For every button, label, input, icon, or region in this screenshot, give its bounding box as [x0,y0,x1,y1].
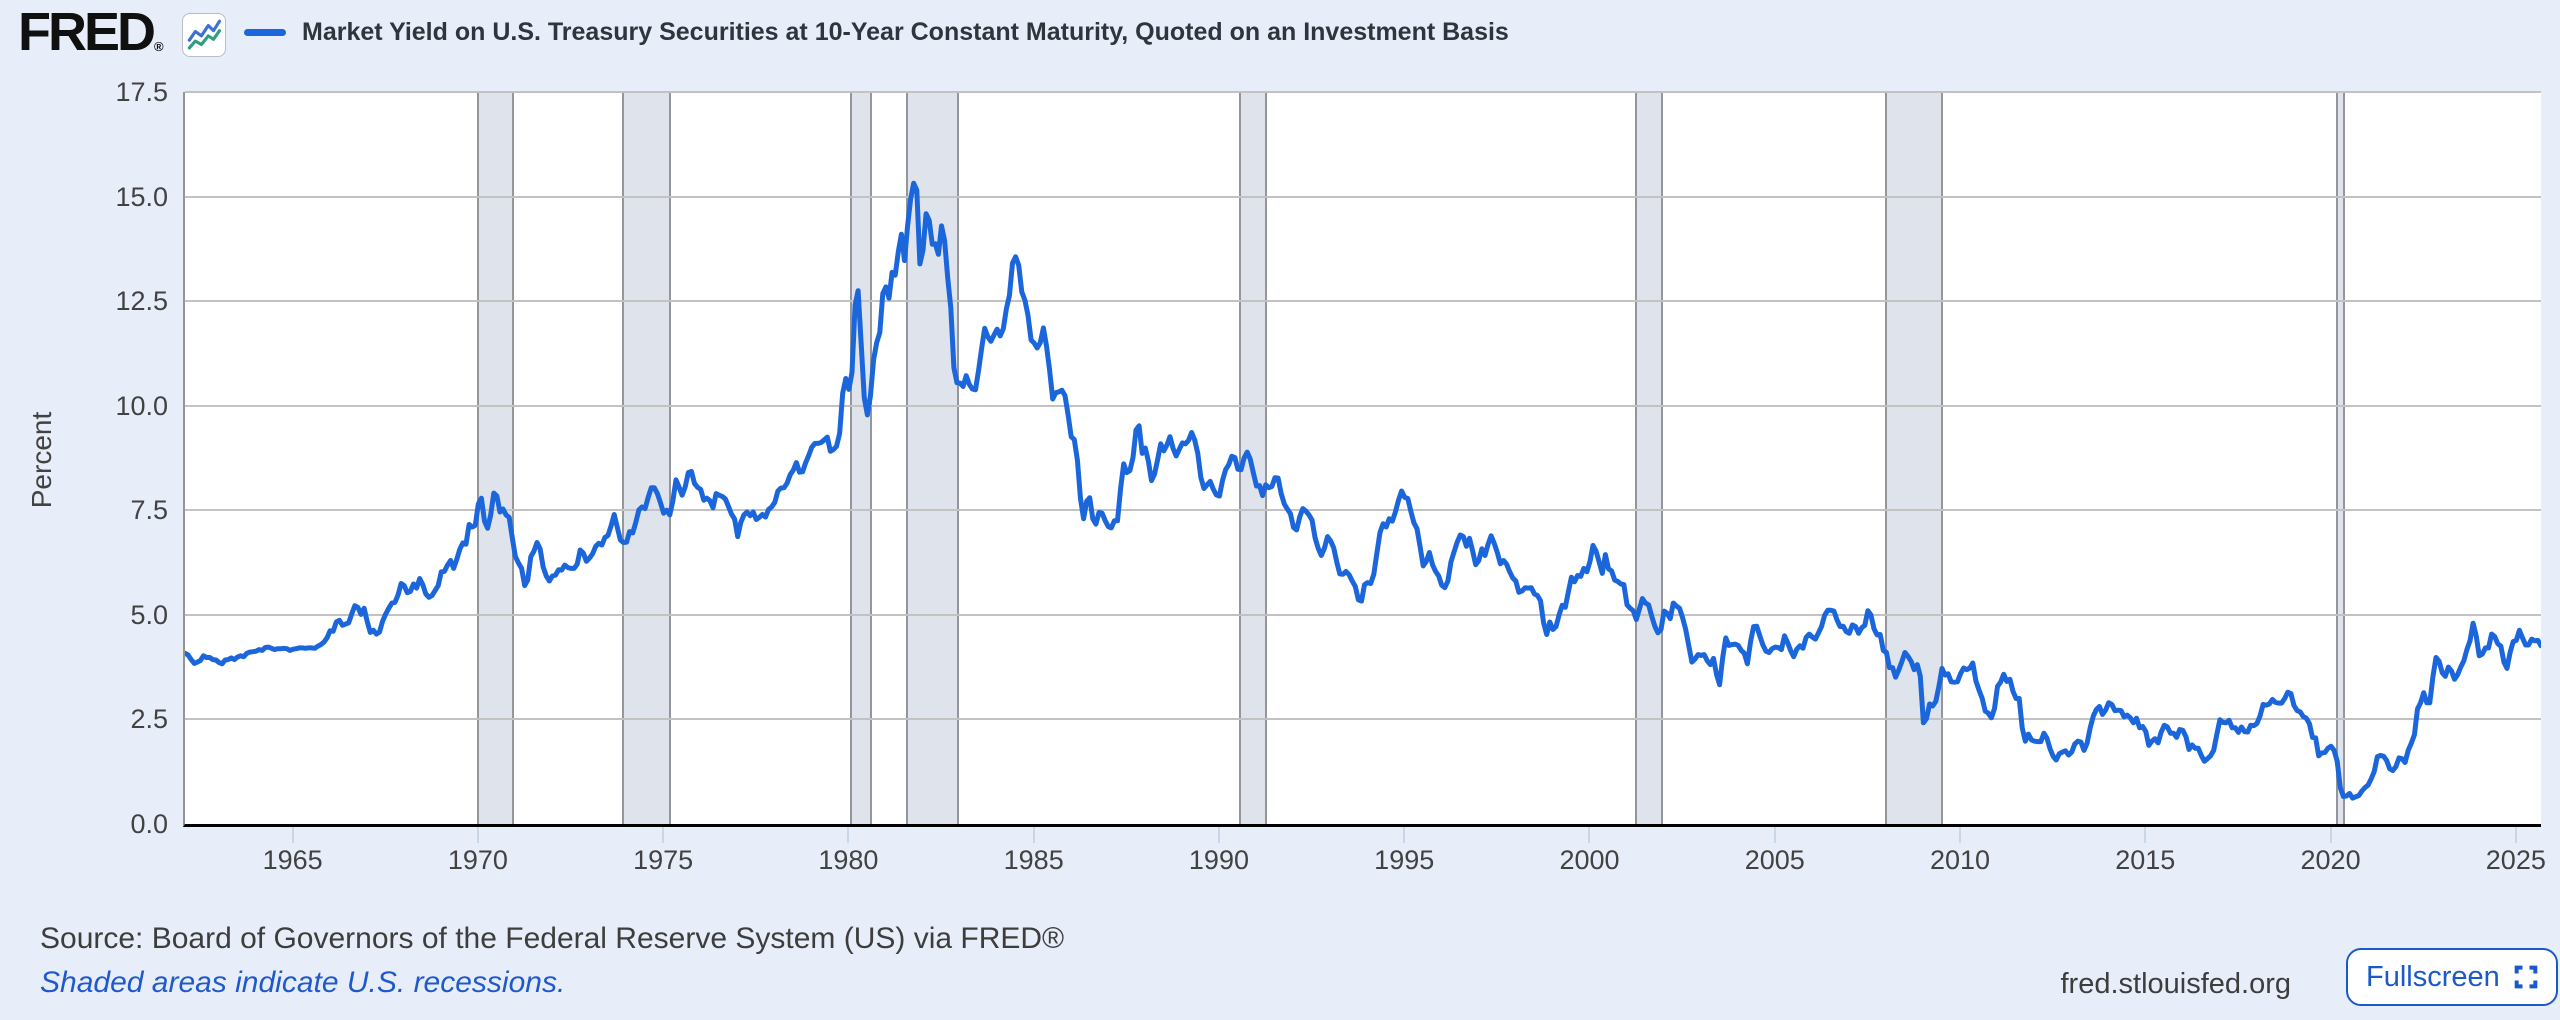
gridline [185,509,2541,512]
x-tick-mark [1217,827,1220,843]
fullscreen-expand-icon [2514,965,2538,989]
legend: Market Yield on U.S. Treasury Securities… [244,18,1509,47]
x-tick-label: 2010 [1929,845,1991,875]
y-tick-label: 12.5 [115,286,168,317]
x-tick-mark [2144,827,2147,843]
registered-mark: ® [154,39,164,54]
recession-band [2335,92,2345,824]
plot-area[interactable] [183,91,2541,827]
recession-band [850,92,872,824]
gridline [185,613,2541,616]
x-tick-mark [2329,827,2332,843]
recession-band [1634,92,1663,824]
y-tick-label: 7.5 [130,495,168,526]
x-tick-mark [662,827,665,843]
recession-band [476,92,514,824]
site-url: fred.stlouisfed.org [2060,968,2291,1000]
x-tick-mark [847,827,850,843]
gridline [185,195,2541,198]
x-tick-mark [1959,827,1962,843]
y-tick-label: 15.0 [115,181,168,212]
y-tick-label: 17.5 [115,77,168,107]
y-tick-label: 2.5 [130,704,168,735]
gridline [185,91,2541,93]
fullscreen-button[interactable]: Fullscreen [2346,948,2558,1006]
x-tick-label: 2000 [1559,845,1620,875]
x-tick-label: 1970 [447,845,508,875]
recession-band [906,92,959,824]
x-tick-mark [2514,827,2517,843]
y-axis-title: Percent [26,411,57,509]
legend-series-label[interactable]: Market Yield on U.S. Treasury Securities… [302,18,1509,46]
x-tick-label: 1975 [633,845,694,875]
y-tick-label: 0.0 [130,809,168,839]
x-tick-label: 2005 [1744,845,1805,875]
source-text: Source: Board of Governors of the Federa… [40,922,1065,955]
gridline [185,300,2541,303]
x-tick-mark [476,827,479,843]
x-tick-mark [1032,827,1035,843]
x-tick-label: 1995 [1374,845,1435,875]
x-tick-mark [1403,827,1406,843]
gridline [185,404,2541,407]
y-tick-label: 5.0 [130,599,168,630]
x-tick-mark [1773,827,1776,843]
x-tick-label: 2025 [2485,845,2546,875]
x-tick-label: 1965 [262,845,323,875]
x-tick-mark [291,827,294,843]
y-tick-label: 10.0 [115,390,168,421]
x-tick-label: 2015 [2115,845,2176,875]
legend-line-swatch [244,29,286,36]
fullscreen-button-label: Fullscreen [2366,960,2500,993]
line-chart-icon [182,13,226,57]
x-tick-label: 1990 [1188,845,1249,875]
fred-logo-text: FRED [18,2,156,62]
x-tick-label: 1985 [1003,845,1064,875]
recession-note-link[interactable]: Shaded areas indicate U.S. recessions. [40,966,566,999]
x-tick-mark [1588,827,1591,843]
x-tick-label: 2020 [2300,845,2361,875]
series-line[interactable] [185,92,2541,824]
x-tick-label: 1980 [818,845,879,875]
gridline [185,718,2541,721]
fred-logo[interactable]: FRED ® [18,2,164,62]
recession-band [621,92,672,824]
